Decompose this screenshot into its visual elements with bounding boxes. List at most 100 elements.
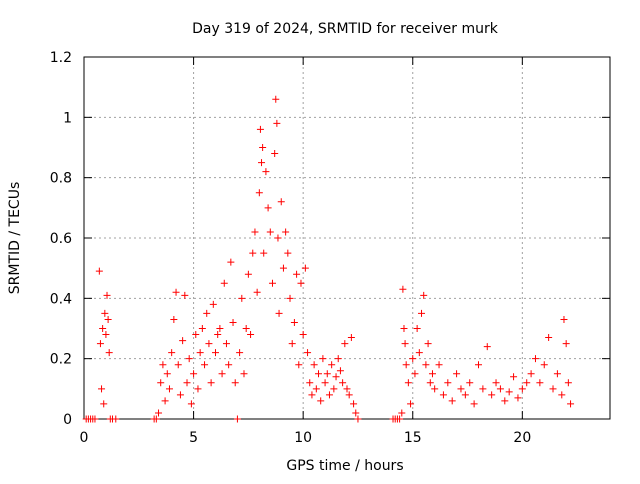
data-point xyxy=(514,394,522,402)
data-point xyxy=(297,279,305,287)
data-point xyxy=(334,355,342,363)
data-point xyxy=(531,355,539,363)
data-point xyxy=(448,397,456,405)
chart-title: Day 319 of 2024, SRMTID for receiver mur… xyxy=(192,21,499,37)
data-point xyxy=(407,400,415,408)
data-point xyxy=(398,409,406,417)
data-point xyxy=(161,397,169,405)
data-point xyxy=(558,391,566,399)
data-point xyxy=(172,288,180,296)
data-point xyxy=(207,379,215,387)
data-point xyxy=(264,204,272,212)
data-point xyxy=(562,340,570,348)
data-point xyxy=(102,331,110,339)
data-point xyxy=(343,385,351,393)
data-point xyxy=(545,334,553,342)
data-point xyxy=(420,291,428,299)
data-point xyxy=(105,349,113,357)
data-point xyxy=(183,379,191,387)
data-point xyxy=(483,343,491,351)
data-point xyxy=(418,309,426,317)
data-point xyxy=(399,285,407,293)
data-point xyxy=(231,379,239,387)
data-point xyxy=(488,391,496,399)
data-point xyxy=(190,370,198,378)
data-point xyxy=(259,144,267,151)
data-point xyxy=(258,159,266,167)
data-point xyxy=(306,379,314,387)
data-point xyxy=(277,198,285,206)
data-point xyxy=(244,270,252,278)
x-tick-label: 20 xyxy=(513,430,531,446)
data-point xyxy=(95,267,103,275)
data-point xyxy=(170,315,178,323)
data-point xyxy=(103,291,111,299)
data-point xyxy=(431,385,439,393)
data-points xyxy=(82,95,575,423)
data-point xyxy=(523,379,531,387)
data-point xyxy=(339,379,347,387)
data-point xyxy=(201,361,209,369)
data-point xyxy=(411,370,419,378)
data-point xyxy=(176,391,184,399)
data-point xyxy=(99,325,107,332)
data-point xyxy=(272,95,280,103)
data-point xyxy=(518,385,526,393)
data-point xyxy=(505,388,513,396)
y-tick-label: 0.8 xyxy=(50,171,72,187)
data-point xyxy=(560,315,568,323)
data-point xyxy=(496,385,504,393)
data-point xyxy=(400,325,408,332)
y-axis-label: SRMTID / TECUs xyxy=(7,182,23,295)
data-point xyxy=(255,189,263,197)
data-point xyxy=(422,361,430,369)
data-point xyxy=(225,361,233,369)
data-point xyxy=(315,370,323,378)
data-point xyxy=(290,318,298,326)
data-point xyxy=(536,379,544,387)
data-point xyxy=(564,379,572,387)
data-point xyxy=(492,379,500,387)
data-point xyxy=(253,288,261,296)
data-point xyxy=(159,361,167,369)
data-point xyxy=(242,325,250,332)
data-point xyxy=(268,279,276,287)
data-point xyxy=(274,234,282,242)
data-point xyxy=(205,340,213,348)
data-point xyxy=(279,264,287,272)
data-point xyxy=(282,228,290,236)
data-point xyxy=(312,385,320,393)
data-point xyxy=(214,331,222,339)
data-point xyxy=(98,385,106,393)
data-point xyxy=(475,361,482,369)
data-point xyxy=(227,258,235,266)
data-point xyxy=(350,400,358,408)
data-point xyxy=(567,400,575,408)
data-point xyxy=(466,379,474,387)
data-point xyxy=(229,318,237,326)
data-point xyxy=(293,270,301,278)
data-point xyxy=(179,337,187,345)
y-tick-label: 0.4 xyxy=(50,291,72,307)
data-point xyxy=(249,249,257,257)
x-tick-label: 0 xyxy=(80,430,89,446)
data-point xyxy=(435,361,443,369)
data-point xyxy=(100,400,108,408)
data-point xyxy=(426,379,434,387)
data-point xyxy=(196,349,204,357)
data-point xyxy=(415,349,423,357)
data-point xyxy=(288,340,296,348)
data-point xyxy=(413,325,421,332)
data-point xyxy=(240,370,248,378)
data-point xyxy=(286,294,294,302)
data-point xyxy=(236,349,244,357)
data-point xyxy=(212,349,219,357)
x-axis-label: GPS time / hours xyxy=(286,458,403,474)
data-point xyxy=(165,385,173,393)
data-point xyxy=(461,391,469,399)
data-point xyxy=(273,119,281,127)
data-point xyxy=(319,355,327,363)
data-point xyxy=(181,291,189,299)
data-point xyxy=(266,228,274,236)
